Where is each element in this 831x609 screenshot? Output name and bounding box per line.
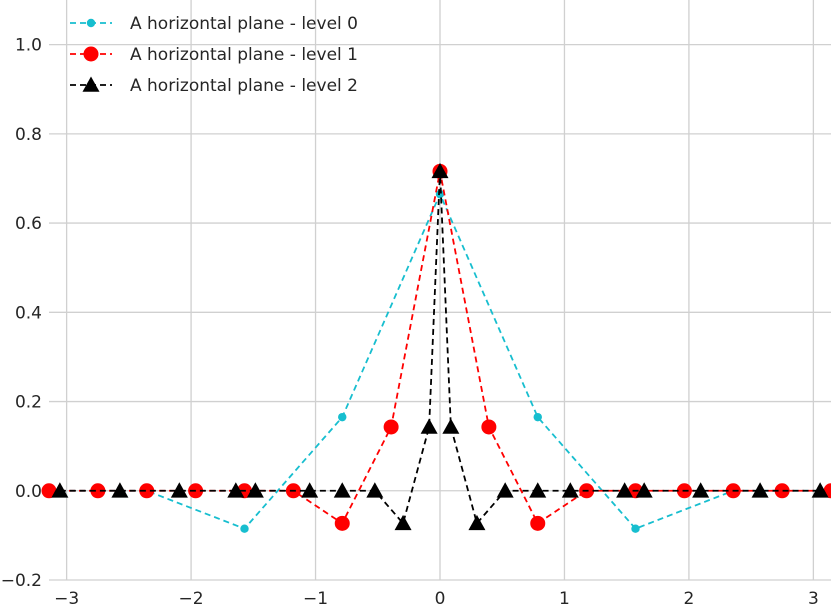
data-point — [240, 524, 249, 533]
series-1 — [41, 163, 831, 531]
grid — [49, 0, 831, 581]
data-point — [431, 162, 449, 179]
data-point — [334, 515, 350, 531]
y-tick-label: 0.0 — [15, 482, 42, 502]
data-point — [41, 483, 57, 499]
data-point — [420, 418, 438, 434]
y-tick-label: 1.0 — [15, 36, 42, 56]
tick-labels: −3 −2 −1 0 1 2 3 −0.2 0.0 0.2 0.4 0.6 0.8 1.0 — [1, 36, 819, 609]
data-point — [561, 482, 579, 498]
data-point — [338, 412, 347, 422]
data-point — [811, 482, 829, 498]
legend-item: A horizontal plane - level 2 — [70, 76, 358, 96]
series-2 — [51, 162, 829, 531]
x-tick-label: 0 — [435, 589, 446, 609]
data-point — [383, 419, 399, 435]
data-point — [333, 482, 351, 498]
data-point — [86, 18, 96, 28]
x-tick-label: 3 — [808, 589, 819, 609]
y-tick-label: 0.6 — [15, 214, 42, 234]
data-point — [635, 482, 653, 498]
data-point — [631, 524, 640, 533]
data-point — [481, 419, 497, 435]
data-point — [170, 482, 188, 498]
y-tick-label: 0.8 — [15, 125, 42, 145]
data-point — [442, 418, 460, 434]
data-point — [111, 482, 129, 498]
data-point — [227, 482, 245, 498]
data-point — [246, 482, 264, 498]
data-point — [82, 76, 100, 92]
data-point — [435, 189, 445, 199]
data-point — [533, 412, 542, 422]
legend-label: A horizontal plane - level 1 — [130, 45, 358, 65]
x-tick-label: −3 — [54, 589, 79, 609]
data-point — [139, 483, 155, 499]
data-point — [692, 482, 710, 498]
y-tick-label: 0.4 — [15, 303, 42, 323]
data-point — [529, 482, 547, 498]
series-layer — [41, 162, 831, 533]
legend-label: A horizontal plane - level 0 — [130, 14, 358, 34]
data-point — [394, 514, 412, 531]
data-point — [468, 514, 486, 531]
x-tick-label: −2 — [179, 589, 204, 609]
data-point — [301, 482, 319, 498]
legend-label: A horizontal plane - level 2 — [130, 76, 358, 96]
legend-item: A horizontal plane - level 1 — [70, 45, 358, 65]
legend: A horizontal plane - level 0 A horizontal… — [70, 14, 358, 96]
legend-item: A horizontal plane - level 0 — [70, 14, 358, 34]
data-point — [51, 482, 69, 498]
data-point — [90, 483, 106, 499]
data-point — [366, 482, 384, 498]
data-point — [530, 515, 546, 531]
x-tick-label: 1 — [559, 589, 570, 609]
y-tick-label: −0.2 — [1, 571, 42, 591]
data-point — [616, 482, 634, 498]
data-point — [751, 482, 769, 498]
data-point — [496, 482, 514, 498]
data-point — [83, 46, 99, 62]
x-tick-label: −1 — [303, 589, 328, 609]
x-tick-label: 2 — [684, 589, 695, 609]
y-tick-label: 0.2 — [15, 393, 42, 413]
data-point — [774, 483, 790, 499]
